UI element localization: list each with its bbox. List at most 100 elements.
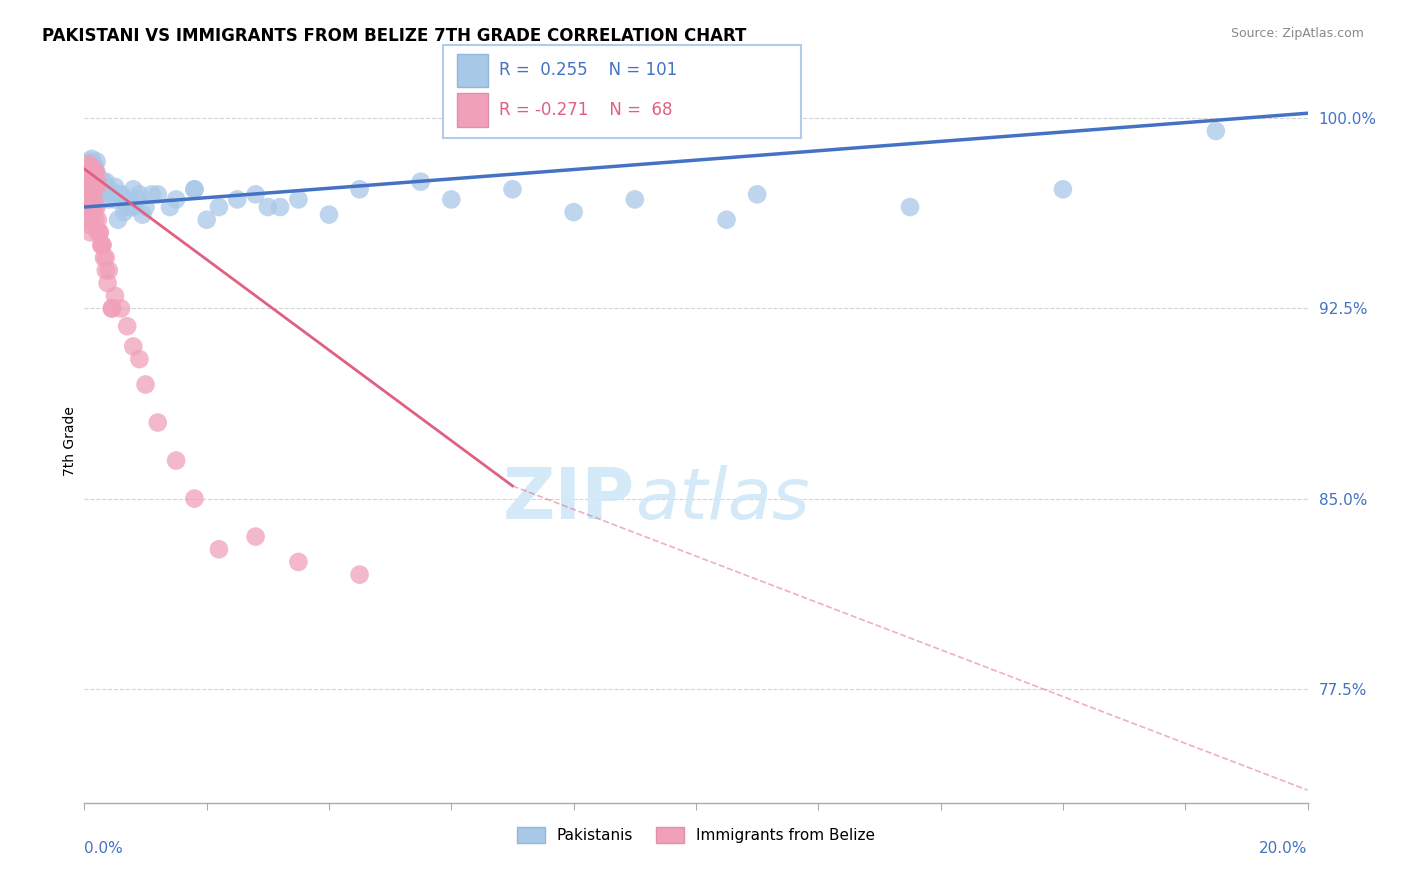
Point <box>84 172 107 186</box>
Text: R = -0.271    N =  68: R = -0.271 N = 68 <box>499 101 672 119</box>
Point <box>245 530 267 544</box>
Point <box>165 193 187 207</box>
Point <box>77 157 100 171</box>
Point <box>77 182 100 196</box>
Point <box>1052 182 1074 196</box>
Point <box>115 319 138 334</box>
Point <box>77 187 100 202</box>
Point <box>83 175 105 189</box>
Point <box>94 263 117 277</box>
Point <box>77 179 100 194</box>
Point <box>79 208 101 222</box>
Point <box>87 175 110 189</box>
Point <box>84 182 107 196</box>
Point <box>87 182 110 196</box>
Point <box>76 161 98 176</box>
Point <box>104 289 127 303</box>
Point <box>83 167 105 181</box>
Point <box>440 193 463 207</box>
Text: PAKISTANI VS IMMIGRANTS FROM BELIZE 7TH GRADE CORRELATION CHART: PAKISTANI VS IMMIGRANTS FROM BELIZE 7TH … <box>42 27 747 45</box>
Point <box>104 193 127 207</box>
Point <box>101 301 124 316</box>
Point <box>83 167 105 181</box>
Point <box>80 205 103 219</box>
Point <box>80 152 103 166</box>
Point <box>83 182 105 196</box>
Point <box>83 179 105 194</box>
Point <box>86 175 108 189</box>
Text: atlas: atlas <box>636 465 810 533</box>
Point <box>135 200 157 214</box>
Point <box>91 238 114 252</box>
Point <box>77 193 100 207</box>
Point <box>76 157 98 171</box>
Point <box>79 172 101 186</box>
Point <box>89 226 111 240</box>
Point <box>77 161 100 176</box>
Point <box>97 193 120 207</box>
Point <box>90 238 112 252</box>
Point <box>141 187 163 202</box>
Point <box>77 154 100 169</box>
Point <box>91 175 114 189</box>
Point <box>349 182 371 196</box>
Text: Source: ZipAtlas.com: Source: ZipAtlas.com <box>1230 27 1364 40</box>
Point <box>128 352 150 367</box>
Point <box>195 212 218 227</box>
Point <box>76 205 98 219</box>
Point <box>76 167 98 181</box>
Point <box>183 182 205 196</box>
Point <box>80 160 103 174</box>
Point <box>122 339 145 353</box>
Point <box>84 164 107 178</box>
Text: 20.0%: 20.0% <box>1260 841 1308 855</box>
Point <box>80 178 103 192</box>
Point <box>89 187 111 202</box>
Point <box>101 185 124 199</box>
Point <box>77 167 100 181</box>
Point <box>562 205 585 219</box>
Point <box>135 377 157 392</box>
Point <box>77 175 100 189</box>
Text: R =  0.255    N = 101: R = 0.255 N = 101 <box>499 62 678 79</box>
Point <box>349 567 371 582</box>
Point <box>79 194 101 209</box>
Point <box>110 187 132 202</box>
Point <box>83 160 105 174</box>
Point <box>79 197 101 211</box>
Point <box>1205 124 1227 138</box>
Point <box>84 212 107 227</box>
Point <box>409 175 432 189</box>
Point <box>146 187 169 202</box>
Point <box>82 185 104 199</box>
Point <box>79 182 101 196</box>
Point <box>82 169 104 184</box>
Point <box>84 172 107 186</box>
Point <box>110 187 132 202</box>
Point <box>115 200 138 214</box>
Point <box>80 164 103 178</box>
Point <box>87 226 110 240</box>
Point <box>79 160 101 174</box>
Point <box>79 226 101 240</box>
Point <box>77 190 100 204</box>
Point <box>91 182 114 196</box>
Text: 0.0%: 0.0% <box>84 841 124 855</box>
Point <box>79 175 101 189</box>
Point <box>159 200 181 214</box>
Point <box>90 238 112 252</box>
Point <box>502 182 524 196</box>
Point <box>183 182 205 196</box>
Point <box>97 263 120 277</box>
Point <box>77 218 100 232</box>
Point <box>287 193 309 207</box>
Point <box>898 200 921 214</box>
Point <box>208 542 231 557</box>
Point <box>120 200 142 214</box>
Point <box>83 193 105 207</box>
Point <box>76 200 98 214</box>
Point <box>86 200 108 214</box>
Point <box>83 200 105 214</box>
Point <box>80 182 103 196</box>
Point <box>82 161 104 176</box>
